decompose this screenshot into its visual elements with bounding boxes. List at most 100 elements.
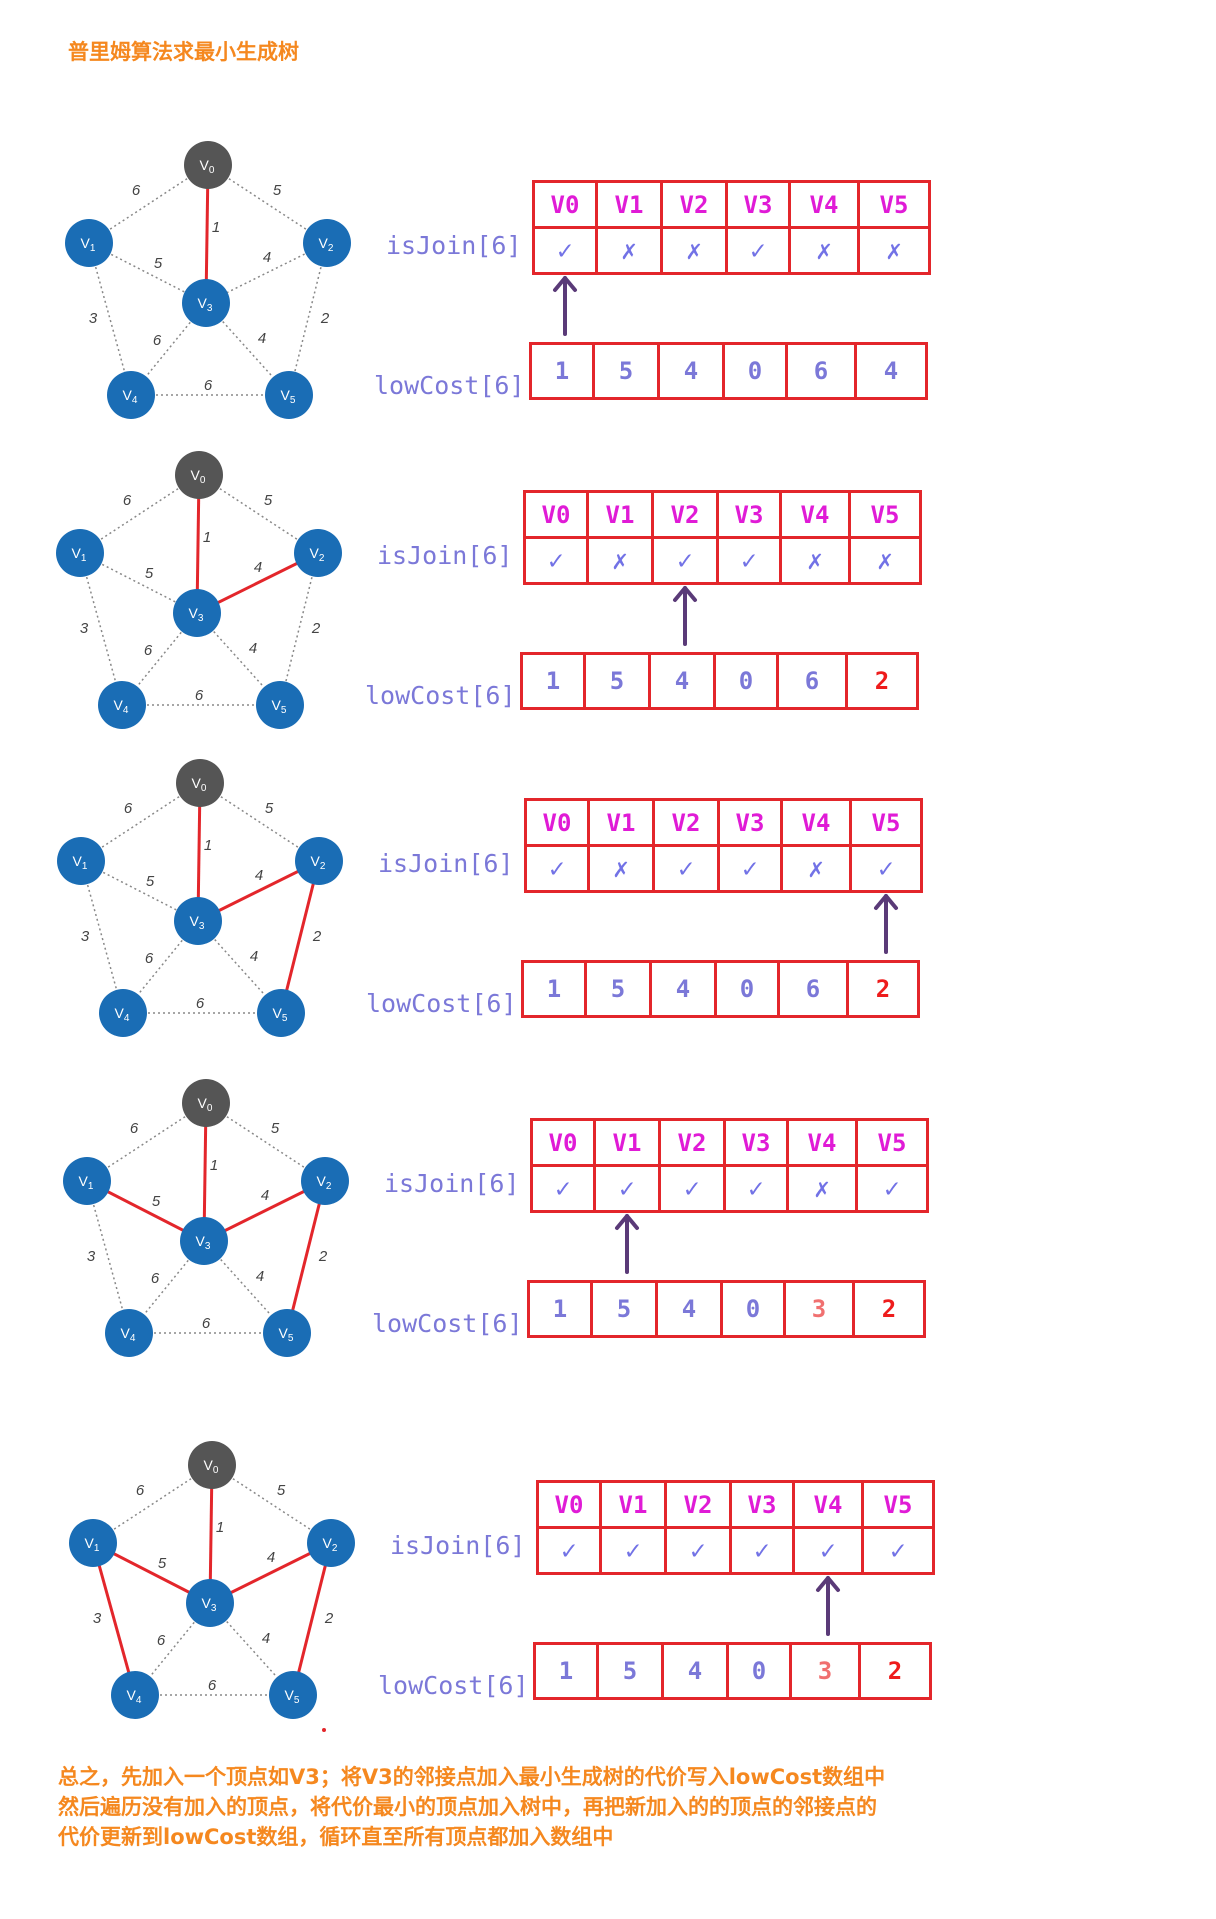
edge-v1-v4 xyxy=(80,860,124,1014)
isjoin-mark-cell: ✓ xyxy=(524,844,590,893)
isjoin-mark-cell: ✓ xyxy=(717,844,783,893)
node-label: V3 xyxy=(190,913,205,932)
edge-v0-v1 xyxy=(79,474,200,554)
node-v5 xyxy=(265,371,313,419)
isjoin-header-cell: V2 xyxy=(658,1118,726,1167)
edge-v2-v5 xyxy=(291,1542,333,1696)
edge-weight-label: 1 xyxy=(210,1157,218,1174)
isjoin-header-cell: V1 xyxy=(587,798,655,847)
edge-weight-label: 2 xyxy=(318,1248,328,1265)
lowcost-cell: 2 xyxy=(852,1280,926,1338)
isjoin-header-cell: V1 xyxy=(586,490,654,539)
edge-v0-v1 xyxy=(86,1102,207,1182)
edge-v0-v1 xyxy=(92,1464,213,1544)
lowcost-cell: 0 xyxy=(726,1642,792,1700)
node-label: V0 xyxy=(204,1457,219,1476)
node-v0 xyxy=(175,451,223,499)
node-v4 xyxy=(107,371,155,419)
edge-v2-v5 xyxy=(288,242,328,396)
isjoin-mark-cell: ✗ xyxy=(595,226,663,275)
lowcost-label: lowCost[6] xyxy=(374,371,525,400)
edge-weight-label: 4 xyxy=(267,1549,275,1566)
isjoin-header-cell: V5 xyxy=(861,1480,935,1529)
isjoin-mark-cell: ✓ xyxy=(593,1164,661,1213)
graph-diagram: 6 5 1 5 4 3 6 4 2 6 V0 V1 V2 V3 V4 V5 xyxy=(63,1079,349,1357)
selection-arrow-icon xyxy=(816,1576,840,1636)
isjoin-header-cell: V3 xyxy=(729,1480,795,1529)
lowcost-cell: 4 xyxy=(657,342,725,400)
node-label: V4 xyxy=(114,697,129,716)
edge-weight-label: 4 xyxy=(255,867,263,884)
lowcost-cell: 0 xyxy=(714,960,780,1018)
node-v3 xyxy=(173,589,221,637)
isjoin-array: V0 V1 V2 V3 V4 V5 ✓ ✗ ✓ ✓ ✗ ✓ xyxy=(524,798,923,893)
edge-v0-v2 xyxy=(205,1102,326,1182)
node-label: V3 xyxy=(202,1595,217,1614)
isjoin-header-cell: V1 xyxy=(593,1118,661,1167)
step-5: 6 5 1 5 4 3 6 4 2 6 V0 V1 V2 V3 V4 V5 isJoin[6] V0 V1 V2 V3 V… xyxy=(0,0,1216,1719)
isjoin-mark-cell: ✗ xyxy=(587,844,655,893)
edge-weight-label: 6 xyxy=(124,800,133,817)
isjoin-header-cell: V0 xyxy=(530,1118,596,1167)
edge-weight-label: 5 xyxy=(273,182,282,199)
lowcost-cell: 6 xyxy=(785,342,857,400)
isjoin-mark-cell: ✓ xyxy=(651,536,719,585)
edge-weight-label: 6 xyxy=(204,377,213,394)
edge-weight-label: 1 xyxy=(203,529,211,546)
edge-v0-v2 xyxy=(199,782,320,862)
isjoin-mark-cell: ✓ xyxy=(792,1526,864,1575)
graph-diagram: 6 5 1 5 4 3 6 4 2 6 V0 V1 V2 V3 V4 V5 xyxy=(65,141,351,419)
isjoin-header-cell: V5 xyxy=(849,798,923,847)
node-label: V3 xyxy=(198,295,213,314)
lowcost-cell: 0 xyxy=(713,652,779,710)
isjoin-mark-cell: ✗ xyxy=(780,844,852,893)
isjoin-header-cell: V0 xyxy=(524,798,590,847)
lowcost-cell: 0 xyxy=(722,342,788,400)
isjoin-header-cell: V4 xyxy=(792,1480,864,1529)
edge-weight-label: 6 xyxy=(151,1270,160,1287)
page-title: 普里姆算法求最小生成树 xyxy=(68,40,299,64)
lowcost-cell: 5 xyxy=(590,1280,658,1338)
lowcost-cell: 1 xyxy=(521,960,587,1018)
node-v2 xyxy=(294,529,342,577)
edge-weight-label: 4 xyxy=(263,249,271,266)
isjoin-header-cell: V0 xyxy=(536,1480,602,1529)
isjoin-header-cell: V5 xyxy=(848,490,922,539)
lowcost-cell: 6 xyxy=(777,960,849,1018)
edge-weight-label: 3 xyxy=(81,928,90,945)
edge-weight-label: 5 xyxy=(265,800,274,817)
isjoin-header-cell: V2 xyxy=(660,180,728,229)
selection-arrow-icon xyxy=(874,894,898,954)
lowcost-cell: 5 xyxy=(584,960,652,1018)
lowcost-cell: 4 xyxy=(655,1280,723,1338)
isjoin-array: V0 V1 V2 V3 V4 V5 ✓ ✗ ✓ ✓ ✗ ✗ xyxy=(523,490,922,585)
isjoin-header-cell: V2 xyxy=(651,490,719,539)
lowcost-cell: 6 xyxy=(776,652,848,710)
isjoin-mark-cell: ✗ xyxy=(788,226,860,275)
node-label: V1 xyxy=(72,545,87,564)
node-v5 xyxy=(257,989,305,1037)
edge-weight-label: 4 xyxy=(254,559,262,576)
isjoin-mark-cell: ✓ xyxy=(532,226,598,275)
node-label: V1 xyxy=(85,1535,100,1554)
isjoin-header-cell: V1 xyxy=(599,1480,667,1529)
isjoin-label: isJoin[6] xyxy=(378,849,514,878)
edge-weight-label: 1 xyxy=(204,837,212,854)
isjoin-mark-cell: ✗ xyxy=(857,226,931,275)
edge-v1-v4 xyxy=(88,242,132,396)
node-v1 xyxy=(56,529,104,577)
edge-weight-label: 6 xyxy=(157,1632,166,1649)
node-v2 xyxy=(307,1519,355,1567)
isjoin-array: V0 V1 V2 V3 V4 V5 ✓ ✓ ✓ ✓ ✓ ✓ xyxy=(536,1480,935,1575)
isjoin-header-cell: V4 xyxy=(779,490,851,539)
node-v5 xyxy=(256,681,304,729)
edge-weight-label: 2 xyxy=(312,928,322,945)
edge-v0-v2 xyxy=(211,1464,332,1544)
node-v1 xyxy=(69,1519,117,1567)
node-label: V0 xyxy=(198,1095,213,1114)
edge-weight-label: 5 xyxy=(158,1555,167,1572)
isjoin-mark-cell: ✓ xyxy=(849,844,923,893)
node-v3 xyxy=(180,1217,228,1265)
